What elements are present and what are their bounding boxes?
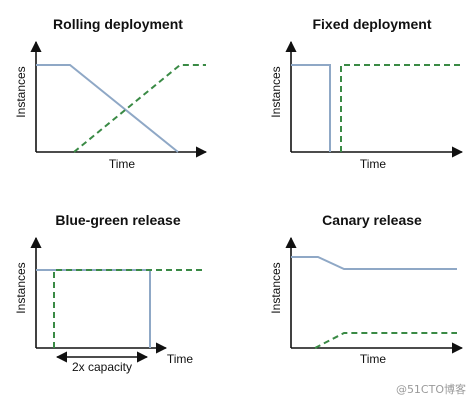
canary-new-version-line [314,332,457,349]
blue-green-release-title: Blue-green release [55,212,180,228]
fixed-deployment-panel: Fixed deployment Instances Time [269,16,464,171]
rolling-old-version-line [36,64,179,153]
fixed-new-version-line [340,64,460,152]
canary-x-axis-label: Time [360,352,387,366]
watermark-text: @51CTO博客 [396,382,466,396]
bluegreen-x-axis-label: Time [167,352,194,366]
fixed-y-axis-label: Instances [269,66,283,117]
canary-release-title: Canary release [322,212,422,228]
canary-old-version-line [291,256,457,270]
rolling-y-axis-label: Instances [14,66,28,117]
rolling-new-version-line [73,64,206,153]
bluegreen-y-axis-label: Instances [14,262,28,313]
blue-green-release-panel: Blue-green release Instances Time 2x cap… [14,212,204,374]
rolling-deployment-title: Rolling deployment [53,16,183,32]
canary-y-axis-label: Instances [269,262,283,313]
capacity-annotation: 2x capacity [72,360,132,374]
fixed-deployment-title: Fixed deployment [312,16,431,32]
fixed-old-version-line [291,64,331,152]
rolling-x-axis-label: Time [109,157,136,171]
canary-release-panel: Canary release Instances Time [269,212,464,366]
rolling-deployment-panel: Rolling deployment Instances Time [14,16,208,171]
fixed-x-axis-label: Time [360,157,387,171]
bluegreen-new-version-line [53,269,204,348]
